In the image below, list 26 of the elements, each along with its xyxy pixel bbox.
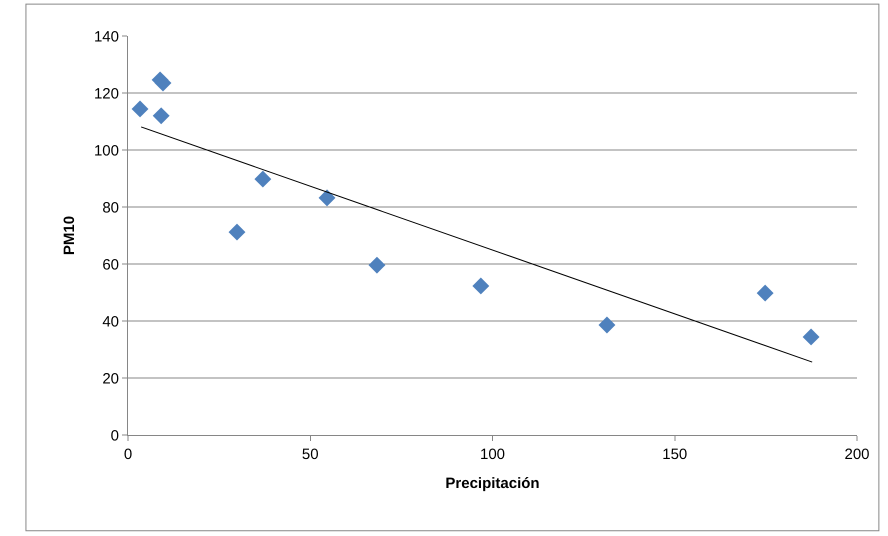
y-tick-label: 100 <box>94 142 119 160</box>
y-tick-label: 140 <box>94 28 119 46</box>
point <box>132 100 148 118</box>
point <box>756 284 774 302</box>
x-tick-label: 100 <box>480 446 506 463</box>
point <box>368 256 386 274</box>
y-tick-label: 20 <box>102 370 119 388</box>
x-tick-label: 200 <box>844 446 870 463</box>
point <box>254 170 272 188</box>
point <box>802 328 820 346</box>
y-tick-label: 120 <box>94 85 119 102</box>
y-tick-label: 40 <box>102 313 119 330</box>
point <box>598 316 616 334</box>
y-tick-label: 0 <box>110 427 119 444</box>
y-axis-title: PM10 <box>61 216 78 256</box>
x-tick-label: 0 <box>124 446 132 463</box>
point <box>318 189 336 206</box>
point <box>472 278 490 294</box>
x-tick-label: 50 <box>302 446 319 463</box>
y-tick-label: 80 <box>102 199 119 216</box>
x-axis-title: Precipitación <box>445 475 540 492</box>
x-tick-label: 150 <box>662 446 688 463</box>
point <box>152 107 170 124</box>
point <box>154 74 172 92</box>
y-tick-label: 60 <box>102 256 119 274</box>
point <box>228 224 246 241</box>
